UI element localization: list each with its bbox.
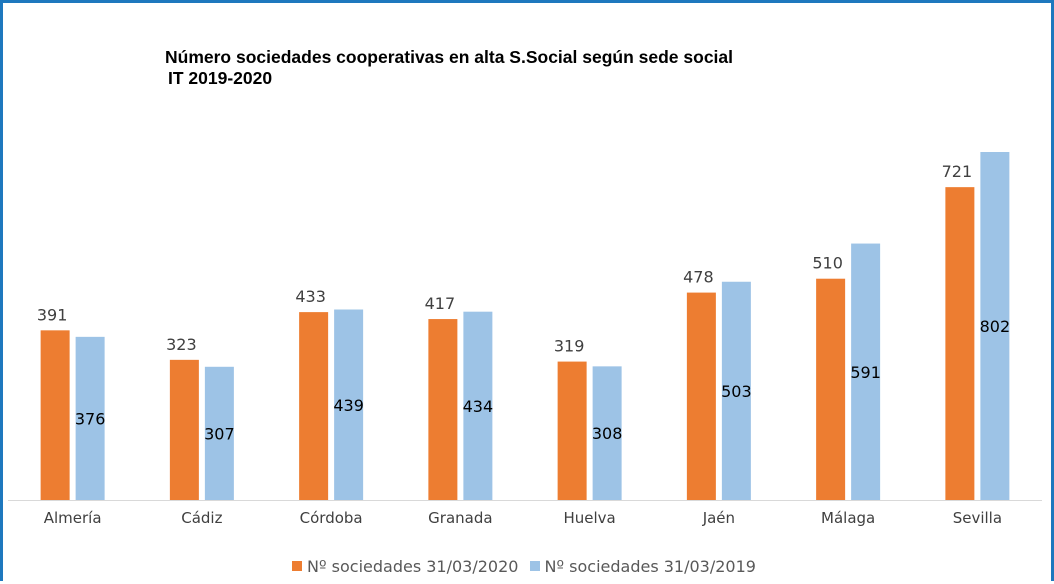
data-label-cordoba-2019: 439 xyxy=(333,396,364,415)
legend-label-2020: Nº sociedades 31/03/2020 xyxy=(307,557,519,576)
x-tick-cordoba: Córdoba xyxy=(300,509,363,527)
bar-sevilla-2020 xyxy=(945,187,975,500)
data-label-sevilla-2020: 721 xyxy=(942,162,973,181)
legend-item-2020: Nº sociedades 31/03/2020 xyxy=(292,557,518,576)
data-label-malaga-2020: 510 xyxy=(812,254,843,273)
bar-cordoba-2020 xyxy=(299,312,329,500)
bar-cadiz-2019 xyxy=(204,366,234,500)
bar-huelva-2020 xyxy=(557,361,587,500)
legend-swatch-2020 xyxy=(292,561,303,571)
data-label-cordoba-2020: 433 xyxy=(295,287,326,306)
bar-almeria-2019 xyxy=(75,336,105,500)
x-tick-jaen: Jaén xyxy=(702,509,735,527)
x-tick-malaga: Málaga xyxy=(821,509,875,527)
x-tick-granada: Granada xyxy=(428,509,492,527)
bar-cadiz-2020 xyxy=(169,359,199,500)
bar-cordoba-2019 xyxy=(334,309,364,500)
x-tick-huelva: Huelva xyxy=(563,509,615,527)
chart-title-line-1: Número sociedades cooperativas en alta S… xyxy=(165,47,734,67)
bar-jaen-2020 xyxy=(686,292,716,500)
chart-title-line-2: IT 2019-2020 xyxy=(168,68,273,88)
bar-malaga-2019 xyxy=(851,243,881,501)
x-tick-cadiz: Cádiz xyxy=(181,509,222,527)
bar-almeria-2020 xyxy=(40,330,70,500)
data-label-almeria-2020: 391 xyxy=(37,305,68,324)
data-label-granada-2019: 434 xyxy=(463,397,494,416)
bar-granada-2020 xyxy=(428,319,458,500)
data-label-huelva-2020: 319 xyxy=(554,337,585,356)
legend-item-2019: Nº sociedades 31/03/2019 xyxy=(529,557,756,576)
data-label-sevilla-2019: 802 xyxy=(980,317,1011,336)
data-label-almeria-2019: 376 xyxy=(75,409,106,428)
data-label-jaen-2019: 503 xyxy=(721,382,752,401)
x-tick-almeria: Almería xyxy=(44,509,102,527)
data-label-huelva-2019: 308 xyxy=(592,424,623,443)
legend-swatch-2019 xyxy=(529,561,540,571)
bar-jaen-2019 xyxy=(721,281,751,500)
bar-malaga-2020 xyxy=(816,278,846,500)
bar-granada-2019 xyxy=(463,311,493,500)
data-label-cadiz-2020: 323 xyxy=(166,335,197,354)
chart-legend: Nº sociedades 31/03/2020 Nº sociedades 3… xyxy=(0,557,1048,576)
data-label-jaen-2020: 478 xyxy=(683,268,714,287)
x-tick-sevilla: Sevilla xyxy=(953,509,1002,527)
bar-sevilla-2019 xyxy=(980,152,1010,500)
data-label-malaga-2019: 591 xyxy=(850,363,881,382)
bar-huelva-2019 xyxy=(592,366,622,500)
legend-label-2019: Nº sociedades 31/03/2019 xyxy=(544,557,756,576)
chart-title: Número sociedades cooperativas en alta S… xyxy=(165,47,925,89)
data-label-granada-2020: 417 xyxy=(425,294,456,313)
data-label-cadiz-2019: 307 xyxy=(204,424,235,443)
